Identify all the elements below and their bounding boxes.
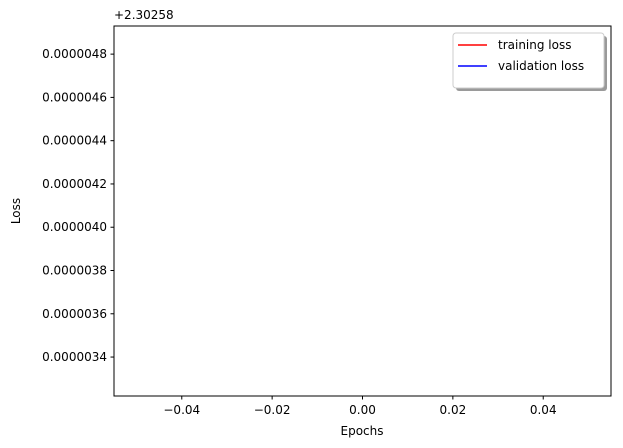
- y-axis-label: Loss: [9, 198, 23, 224]
- y-tick-label: 0.0000044: [42, 134, 107, 148]
- x-axis-ticks: −0.04 −0.02 0.00 0.02 0.04: [163, 396, 557, 417]
- x-tick-label: −0.02: [254, 403, 291, 417]
- y-tick-label: 0.0000046: [42, 90, 107, 104]
- y-tick-label: 0.0000042: [42, 177, 107, 191]
- legend-label-training-loss: training loss: [498, 38, 571, 52]
- legend-label-validation-loss: validation loss: [498, 59, 584, 73]
- x-axis-label: Epochs: [341, 424, 384, 438]
- y-tick-label: 0.0000048: [42, 47, 107, 61]
- y-tick-label: 0.0000034: [42, 350, 107, 364]
- y-tick-label: 0.0000036: [42, 307, 107, 321]
- x-tick-label: −0.04: [163, 403, 200, 417]
- y-tick-label: 0.0000038: [42, 264, 107, 278]
- legend: training loss validation loss: [452, 32, 607, 91]
- y-axis-ticks: 0.0000034 0.0000036 0.0000038 0.0000040 0.00…: [42, 47, 114, 364]
- x-tick-label: 0.04: [530, 403, 557, 417]
- legend-box: [452, 32, 605, 89]
- y-axis-offset-label: +2.30258: [114, 8, 174, 22]
- x-tick-label: 0.00: [349, 403, 376, 417]
- x-tick-label: 0.02: [440, 403, 467, 417]
- y-tick-label: 0.0000040: [42, 220, 107, 234]
